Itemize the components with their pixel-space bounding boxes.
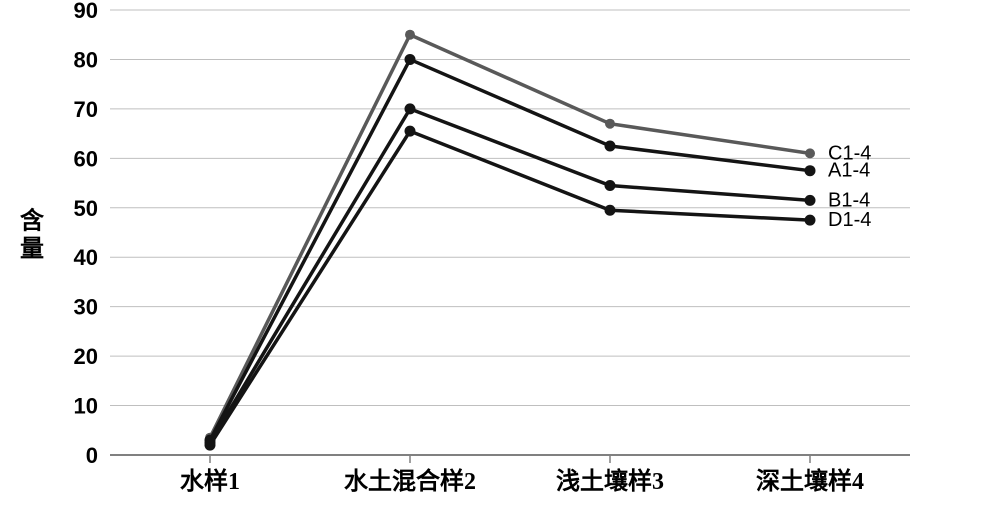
series-marker <box>605 180 616 191</box>
series-marker <box>405 54 416 65</box>
y-tick-label: 20 <box>74 344 98 369</box>
y-tick-label: 10 <box>74 394 98 419</box>
chart-canvas: 0102030405060708090水样1水土混合样2浅土壤样3深土壤样4C1… <box>0 0 1000 505</box>
series-marker <box>405 103 416 114</box>
series-marker <box>405 30 415 40</box>
svg-text:量: 量 <box>20 236 44 263</box>
y-tick-label: 60 <box>74 146 98 171</box>
x-tick-label: 浅土壤样3 <box>556 467 664 495</box>
series-marker <box>405 126 416 137</box>
series-marker <box>605 205 616 216</box>
series-marker <box>205 440 216 451</box>
y-tick-label: 30 <box>74 295 98 320</box>
y-tick-label: 80 <box>74 47 98 72</box>
series-label: D1-4 <box>828 209 871 231</box>
series-marker <box>605 119 615 129</box>
series-marker <box>605 140 616 151</box>
series-marker <box>805 165 816 176</box>
svg-text:含: 含 <box>20 207 45 235</box>
y-tick-label: 40 <box>74 245 98 270</box>
series-marker <box>805 148 815 158</box>
x-tick-label: 水土混合样2 <box>344 467 476 495</box>
series-label: B1-4 <box>828 189 870 211</box>
y-tick-label: 70 <box>74 97 98 122</box>
y-tick-label: 50 <box>74 196 98 221</box>
y-tick-label: 0 <box>86 443 98 468</box>
line-chart: 0102030405060708090水样1水土混合样2浅土壤样3深土壤样4C1… <box>0 0 1000 505</box>
series-marker <box>805 195 816 206</box>
series-marker <box>805 215 816 226</box>
x-tick-label: 水样1 <box>180 467 240 495</box>
x-tick-label: 深土壤样4 <box>756 467 864 495</box>
series-label: A1-4 <box>828 160 870 182</box>
y-tick-label: 90 <box>74 0 98 23</box>
